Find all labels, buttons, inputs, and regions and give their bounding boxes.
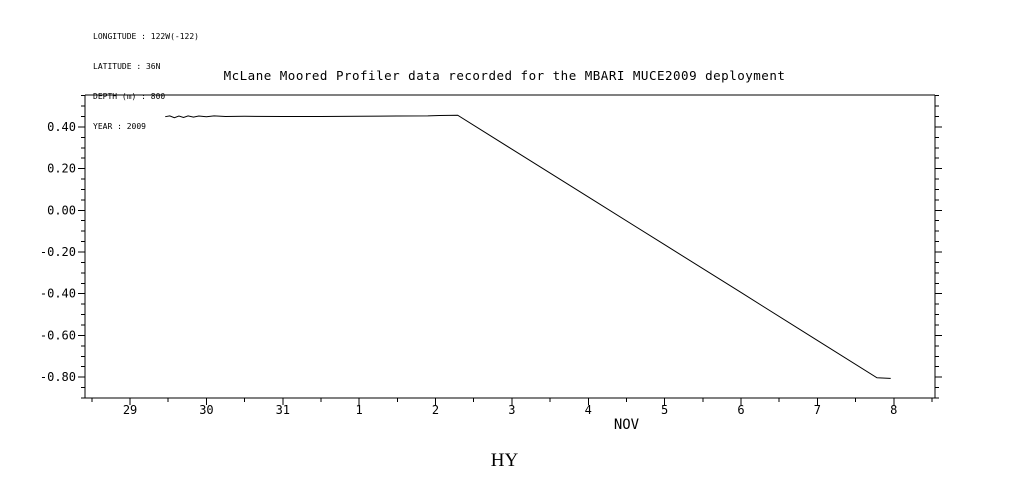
metadata-year: YEAR : 2009 bbox=[93, 122, 146, 131]
y-tick-label: -0.40 bbox=[40, 287, 76, 301]
metadata-latitude: LATITUDE : 36N bbox=[93, 62, 161, 71]
metadata-block: LONGITUDE : 122W(-122) LATITUDE : 36N DE… bbox=[93, 12, 199, 152]
y-tick-label: 0.20 bbox=[47, 162, 76, 176]
x-tick-label: 8 bbox=[890, 403, 897, 417]
chart-title: McLane Moored Profiler data recorded for… bbox=[223, 68, 786, 83]
x-tick-label: 2 bbox=[432, 403, 439, 417]
y-tick-label: 0.40 bbox=[47, 120, 76, 134]
x-tick-label: 3 bbox=[508, 403, 515, 417]
x-tick-label: 30 bbox=[199, 403, 213, 417]
x-tick-label: 29 bbox=[123, 403, 137, 417]
x-tick-label: 5 bbox=[661, 403, 668, 417]
metadata-longitude: LONGITUDE : 122W(-122) bbox=[93, 32, 199, 41]
metadata-depth: DEPTH (m) : 800 bbox=[93, 92, 166, 101]
x-tick-label: 6 bbox=[737, 403, 744, 417]
y-tick-label: -0.20 bbox=[40, 245, 76, 259]
x-tick-label: 31 bbox=[276, 403, 290, 417]
y-tick-label: 0.00 bbox=[47, 203, 76, 217]
y-tick-label: -0.80 bbox=[40, 370, 76, 384]
x-tick-label: 1 bbox=[356, 403, 363, 417]
x-axis-month-label: NOV bbox=[614, 417, 640, 433]
series-variable-label: HY bbox=[490, 450, 519, 471]
y-tick-label: -0.60 bbox=[40, 328, 76, 342]
x-tick-label: 7 bbox=[814, 403, 821, 417]
data-series-line bbox=[165, 114, 891, 379]
x-tick-label: 4 bbox=[585, 403, 592, 417]
